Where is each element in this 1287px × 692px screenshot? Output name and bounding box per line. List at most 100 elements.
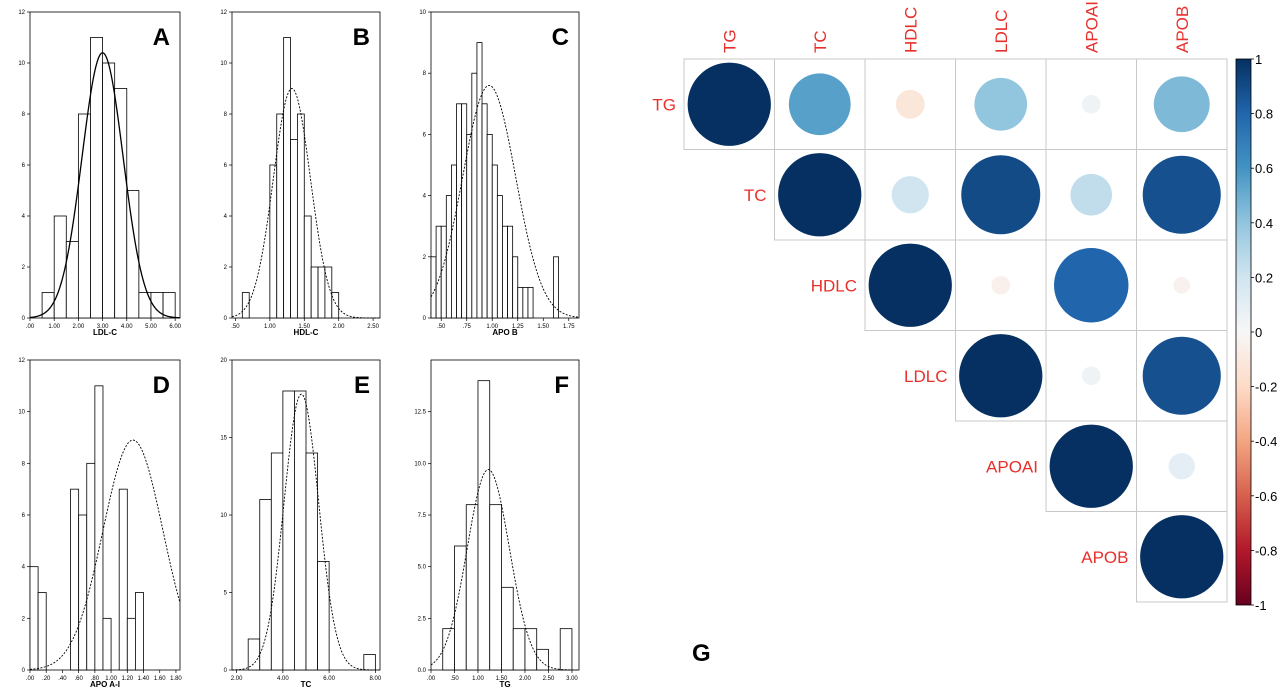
normal-fit-curve [231, 88, 380, 319]
x-tick-label: .50 [450, 676, 459, 682]
histogram-bar [114, 88, 128, 319]
x-axis-label: HDL-C [294, 328, 319, 337]
y-tick-label: 15 [220, 436, 227, 442]
correlation-circle [687, 62, 771, 146]
histogram-bar [471, 72, 478, 319]
colorbar-tick-label: 0.2 [1255, 270, 1273, 285]
histogram-bar [70, 488, 80, 671]
histogram-bar [77, 113, 91, 319]
histogram-bar [269, 164, 278, 319]
histogram-bar [445, 195, 452, 319]
x-tick-label: .00 [26, 676, 35, 682]
colorbar-tick-label: -0.2 [1255, 380, 1277, 395]
x-tick-label: 3.00 [97, 324, 109, 330]
x-tick-label: 1.25 [512, 324, 524, 330]
y-tick-label: 20 [220, 358, 227, 364]
row-label: TC [744, 186, 767, 205]
histogram-bar [37, 592, 47, 671]
y-tick-label: 0 [423, 316, 427, 322]
x-tick-label: 4.00 [277, 676, 289, 682]
normal-fit-curve [430, 84, 580, 318]
x-tick-label: 1.80 [170, 676, 182, 682]
histogram-bar [512, 256, 519, 319]
y-tick-label: 0 [22, 316, 26, 322]
histogram-bar [282, 390, 295, 671]
x-tick-label: 2.50 [543, 676, 555, 682]
correlation-circle [788, 73, 851, 136]
histogram-panel-e: 0 5 10 15 20 2.00 4.00 6.00 8.00 E TC [202, 348, 395, 692]
y-tick-label: 2 [22, 616, 26, 622]
x-tick-label: 8.00 [370, 676, 382, 682]
column-label: APOAI [1082, 1, 1101, 53]
normal-fit-curve [231, 393, 380, 671]
histogram-bar [553, 256, 559, 319]
correlation-circle [991, 275, 1011, 295]
histogram-bar [247, 638, 261, 671]
y-tick-label: 0 [224, 668, 228, 674]
y-tick-label: 10 [18, 61, 25, 67]
y-tick-label: 5.0 [418, 565, 427, 571]
x-tick-label: 2.00 [73, 324, 85, 330]
normal-fit-curve [29, 439, 181, 670]
y-tick-label: 12 [220, 10, 227, 16]
histogram-bar [501, 586, 514, 671]
correlation-circle [1168, 453, 1195, 480]
histogram-panel-a: 0 2 4 6 8 10 12 .00 1.00 2.00 3.00 4.00 5.00 6.00 A LDL… [0, 0, 195, 340]
x-tick-label: 4.00 [121, 324, 133, 330]
histogram-bar [118, 488, 128, 671]
y-tick-label: 5 [224, 591, 228, 597]
correlation-circle [1140, 515, 1224, 599]
histogram-bar [435, 225, 442, 319]
y-tick-label: 8 [423, 71, 427, 77]
y-tick-label: 2 [22, 265, 26, 271]
correlation-matrix-chart: TG TG TC TC HDLC HDLC LDLC LDLC APOAI APOAI APOB AP… [652, 1, 1277, 613]
histogram-bar [512, 628, 526, 671]
y-tick-label: 4 [224, 214, 228, 220]
histogram-bar [29, 566, 39, 671]
column-label: LDLC [992, 10, 1011, 53]
histogram-bar [502, 225, 508, 319]
histogram-bar [331, 292, 340, 319]
x-tick-label: 1.75 [563, 324, 575, 330]
y-tick-label: 0 [224, 316, 228, 322]
y-tick-label: 4 [22, 214, 26, 220]
x-axis-label: APO A-I [90, 680, 120, 689]
histogram-bar [491, 164, 498, 319]
correlation-circle [868, 243, 952, 327]
histogram-bar [456, 103, 463, 319]
x-tick-label: 1.50 [496, 676, 508, 682]
histogram-bar [310, 266, 319, 319]
y-tick-label: 12.5 [414, 410, 426, 416]
correlation-circle [1081, 366, 1101, 386]
histogram-bar [270, 452, 284, 671]
histogram-bar [466, 133, 473, 319]
y-tick-label: 2.5 [418, 616, 427, 622]
histogram-bar [486, 133, 493, 319]
x-tick-label: .50 [437, 324, 446, 330]
correlation-circle [1173, 276, 1191, 294]
y-tick-label: 2 [423, 255, 427, 261]
x-tick-label: 1.00 [486, 324, 498, 330]
correlation-circle [1153, 76, 1210, 133]
histogram-bar [524, 628, 538, 671]
y-tick-label: 6 [22, 163, 26, 169]
x-tick-label: 2.00 [231, 676, 243, 682]
y-tick-label: 10 [220, 513, 227, 519]
correlation-circle [1081, 94, 1101, 114]
panel-letter: A [153, 24, 170, 51]
histogram-bar [451, 164, 457, 319]
colorbar [1235, 58, 1252, 606]
x-tick-label: 1.20 [121, 676, 133, 682]
histogram-bar [296, 113, 305, 319]
y-tick-label: 10.0 [414, 461, 426, 467]
correlation-circle [959, 334, 1043, 418]
colorbar-tick-label: 0.8 [1255, 107, 1273, 122]
histogram-panel-d: 0 2 4 6 8 10 12 .00 .20 .40 .60 .80 1.00 1.20 1.40 1.60… [0, 348, 195, 692]
histogram-bar [559, 628, 573, 671]
histogram-bar [78, 514, 88, 671]
panel-letter: B [353, 24, 370, 51]
colorbar-tick-label: -0.8 [1255, 543, 1277, 558]
x-tick-label: .00 [26, 324, 35, 330]
x-tick-label: 5.00 [145, 324, 157, 330]
histogram-bar [86, 462, 96, 671]
